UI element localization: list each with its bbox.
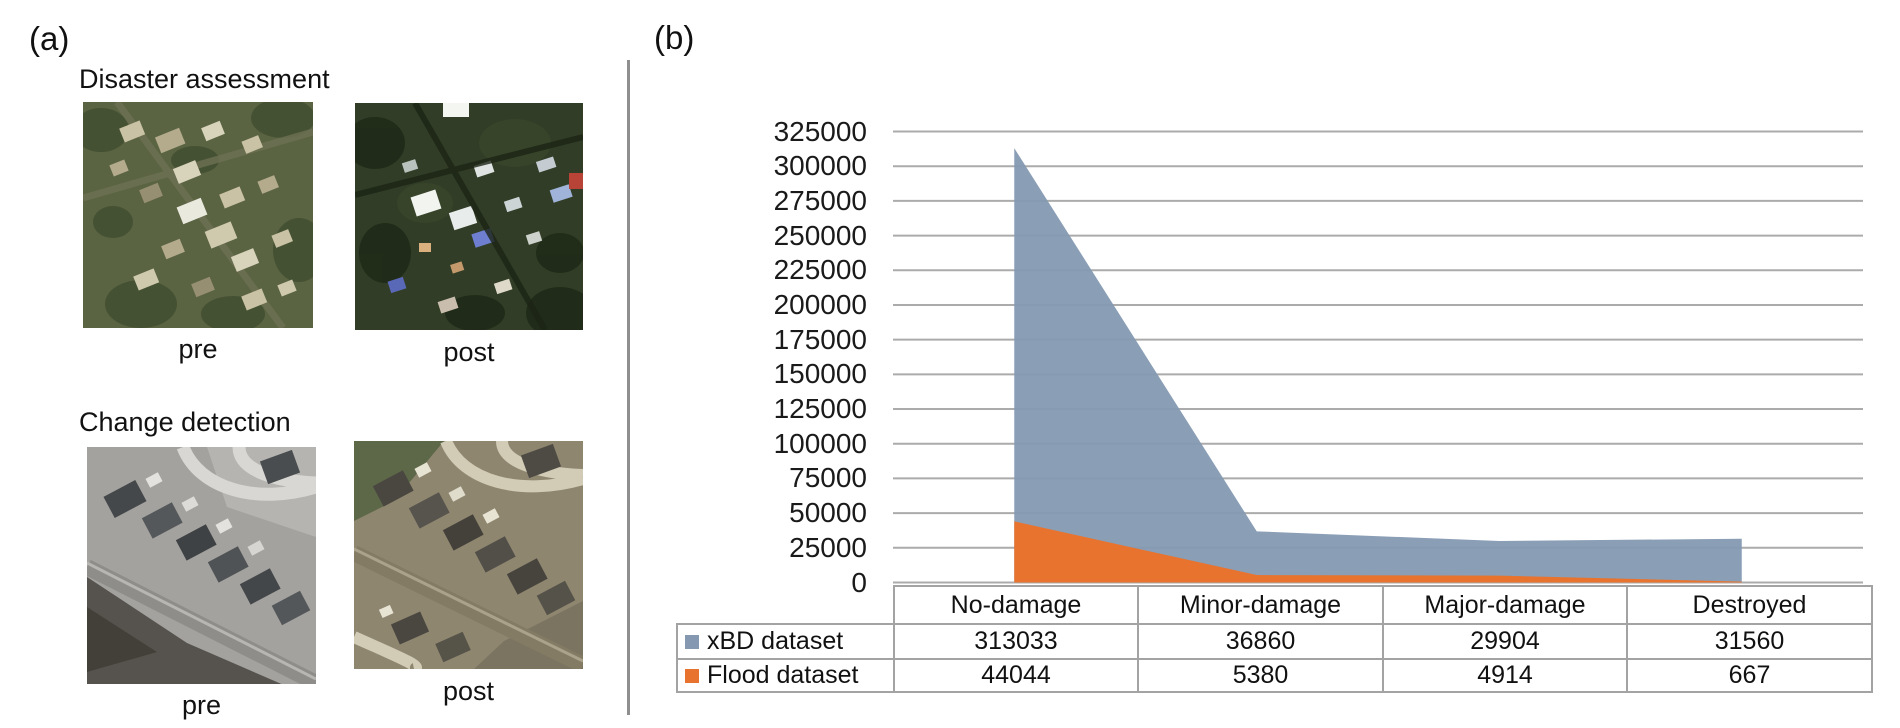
disaster-post-image [355,103,583,330]
table-value-cell: 44044 [893,658,1139,693]
change-post-figure: post [354,441,583,705]
area-chart [893,130,1863,584]
table-value-cell: 5380 [1137,658,1384,693]
legend-cell: xBD dataset [676,623,895,660]
disaster-assessment-title: Disaster assessment [79,64,330,94]
table-value-cell: 313033 [893,623,1139,660]
y-axis-tick-label: 275000 [773,184,867,216]
y-axis-tick-label: 225000 [773,254,867,286]
panel-a-label: (a) [29,20,70,57]
y-axis-tick-label: 175000 [773,323,867,355]
table-value-cell: 36860 [1137,623,1384,660]
disaster-post-figure: post [355,103,583,367]
disaster-pre-caption: pre [178,334,218,364]
y-axis-tick-label: 300000 [773,150,867,182]
y-axis-tick-label: 0 [851,566,867,598]
table-row: Flood dataset 44044 5380 4914 667 [676,658,1873,693]
panel-b-label: (b) [654,19,695,56]
table-header-cell: Minor-damage [1137,585,1384,625]
y-axis-tick-label: 325000 [773,115,867,147]
legend-swatch-icon [685,668,699,683]
disaster-pre-figure: pre [83,102,313,366]
table-value-cell: 29904 [1382,623,1628,660]
table-corner-blank [677,586,894,624]
area-series-xbd [1014,148,1742,583]
legend-cell: Flood dataset [676,658,895,693]
table-value-cell: 31560 [1626,623,1873,660]
y-axis-tick-label: 75000 [789,462,867,494]
panel-divider [627,60,630,715]
y-axis-tick-label: 150000 [773,358,867,390]
table-header-cell: No-damage [893,585,1139,625]
change-pre-figure: pre [87,447,316,719]
table-value-cell: 667 [1626,658,1873,693]
y-axis-tick-label: 50000 [789,497,867,529]
change-pre-image [87,447,316,684]
disaster-post-caption: post [443,337,495,367]
change-detection-title: Change detection [79,407,291,437]
table-value-cell: 4914 [1382,658,1628,693]
y-axis-tick-label: 200000 [773,288,867,320]
change-pre-caption: pre [181,690,222,720]
legend-swatch-icon [685,634,699,649]
chart-data-table: No-damage Minor-damage Major-damage Destroy… [676,585,1873,693]
change-post-image [354,441,583,669]
y-axis-tick-label: 250000 [773,219,867,251]
table-header-cell: Destroyed [1626,585,1873,625]
change-post-caption: post [442,676,495,706]
y-axis-tick-label: 125000 [773,393,867,425]
table-header-row: No-damage Minor-damage Major-damage Destroy… [677,585,1873,625]
table-row: xBD dataset 313033 36860 29904 31560 [676,623,1873,660]
disaster-pre-image [83,102,313,328]
table-header-cell: Major-damage [1382,585,1628,625]
area-series-flood [1014,521,1742,583]
legend-series-name: Flood dataset [707,661,859,689]
y-axis-tick-label: 100000 [773,427,867,459]
y-axis-tick-label: 25000 [789,531,867,563]
legend-series-name: xBD dataset [707,627,844,655]
